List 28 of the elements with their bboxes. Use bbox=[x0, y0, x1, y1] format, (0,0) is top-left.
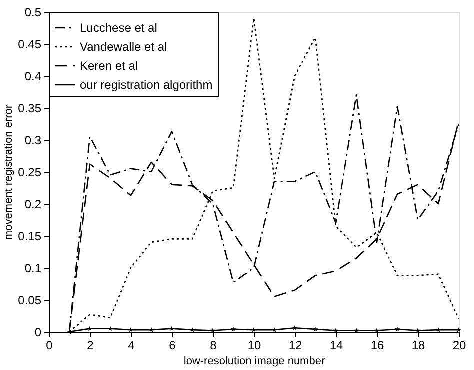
x-tick-label: 20 bbox=[452, 338, 466, 352]
y-tick-label: 0.15 bbox=[18, 230, 42, 244]
x-tick-label: 0 bbox=[46, 338, 54, 352]
y-tick-label: 0.25 bbox=[18, 166, 42, 180]
y-axis-title: movement registration error bbox=[3, 104, 16, 240]
y-tick-label: 0.5 bbox=[24, 6, 42, 20]
x-tick-label: 12 bbox=[288, 338, 302, 352]
legend-label: Keren et al bbox=[80, 59, 138, 73]
y-tick-label: 0.2 bbox=[24, 198, 42, 212]
x-tick-label: 10 bbox=[248, 338, 262, 352]
x-tick-label: 18 bbox=[412, 338, 426, 352]
y-tick-label: 0.45 bbox=[18, 38, 42, 52]
y-tick-label: 0 bbox=[34, 326, 42, 340]
y-tick-label: 0.1 bbox=[24, 262, 42, 276]
x-axis-title: low-resolution image number bbox=[184, 356, 326, 368]
legend-label: Lucchese et al bbox=[80, 21, 158, 35]
x-tick-label: 14 bbox=[330, 338, 344, 352]
y-tick-label: 0.05 bbox=[18, 294, 42, 308]
x-tick-label: 16 bbox=[370, 338, 384, 352]
x-tick-label: 2 bbox=[87, 338, 94, 352]
y-tick-label: 0.4 bbox=[24, 70, 42, 84]
y-tick-label: 0.3 bbox=[24, 134, 42, 148]
x-tick-label: 4 bbox=[128, 338, 136, 352]
x-tick-label: 8 bbox=[210, 338, 218, 352]
legend-label: Vandewalle et al bbox=[80, 40, 168, 54]
x-tick-label: 6 bbox=[169, 338, 176, 352]
legend-label: our registration algorithm bbox=[80, 78, 213, 92]
y-tick-label: 0.35 bbox=[18, 102, 42, 116]
